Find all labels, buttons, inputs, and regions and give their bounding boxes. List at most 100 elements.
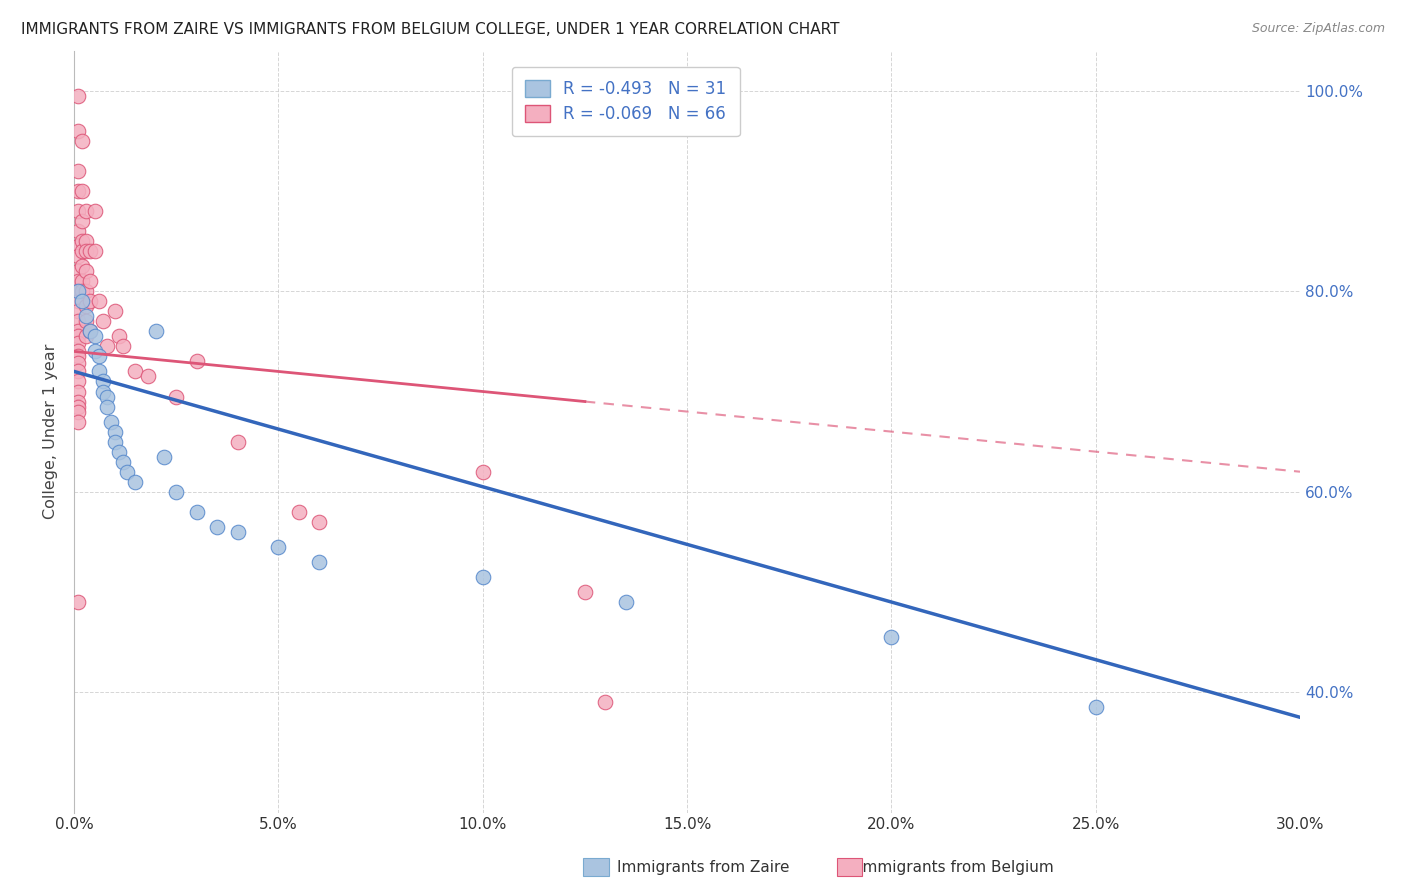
Point xyxy=(67,595,90,609)
Point xyxy=(72,184,94,198)
Point xyxy=(67,350,90,364)
Point xyxy=(87,364,110,378)
Point xyxy=(67,336,90,351)
Text: IMMIGRANTS FROM ZAIRE VS IMMIGRANTS FROM BELGIUM COLLEGE, UNDER 1 YEAR CORRELATI: IMMIGRANTS FROM ZAIRE VS IMMIGRANTS FROM… xyxy=(21,22,839,37)
Point xyxy=(67,285,90,299)
Point xyxy=(67,294,90,309)
Text: Immigrants from Zaire: Immigrants from Zaire xyxy=(617,860,789,874)
Point xyxy=(67,404,90,418)
Point xyxy=(96,339,118,353)
Point xyxy=(186,505,208,519)
Point xyxy=(165,390,187,404)
Point xyxy=(67,239,90,253)
Point xyxy=(91,375,114,389)
Point xyxy=(67,124,90,138)
Point xyxy=(96,390,118,404)
Point xyxy=(67,364,90,378)
Point xyxy=(75,264,97,278)
Point xyxy=(112,339,135,353)
Point xyxy=(75,204,97,219)
Point xyxy=(104,425,127,439)
Point xyxy=(186,354,208,368)
Point xyxy=(288,505,311,519)
Point xyxy=(67,400,90,414)
Point xyxy=(75,299,97,313)
Point xyxy=(308,555,330,569)
Point xyxy=(153,450,176,464)
Point xyxy=(72,259,94,273)
Point xyxy=(108,329,131,343)
Point xyxy=(67,184,90,198)
Point xyxy=(574,585,596,599)
Text: Immigrants from Belgium: Immigrants from Belgium xyxy=(858,860,1054,874)
Point xyxy=(471,570,494,584)
Legend: R = -0.493   N = 31, R = -0.069   N = 66: R = -0.493 N = 31, R = -0.069 N = 66 xyxy=(512,67,740,136)
Point xyxy=(72,134,94,148)
Point xyxy=(67,394,90,409)
Point xyxy=(267,540,290,554)
Point xyxy=(67,224,90,238)
Point xyxy=(67,314,90,328)
Point xyxy=(67,249,90,263)
Point xyxy=(67,88,90,103)
Point xyxy=(595,695,617,709)
Point xyxy=(75,329,97,343)
Point xyxy=(79,274,101,288)
Point xyxy=(67,304,90,318)
Point xyxy=(67,415,90,429)
Point xyxy=(79,324,101,338)
Point xyxy=(72,285,94,299)
Point xyxy=(67,164,90,178)
Point xyxy=(67,285,90,299)
Text: Source: ZipAtlas.com: Source: ZipAtlas.com xyxy=(1251,22,1385,36)
Point xyxy=(75,314,97,328)
Point xyxy=(67,375,90,389)
Point xyxy=(226,434,249,449)
Point xyxy=(308,515,330,529)
Point xyxy=(91,314,114,328)
Point xyxy=(83,344,105,359)
Point xyxy=(67,384,90,399)
Point xyxy=(136,369,159,384)
Point xyxy=(226,524,249,539)
Point xyxy=(87,350,110,364)
Point xyxy=(67,274,90,288)
Point xyxy=(72,214,94,228)
Point xyxy=(67,264,90,278)
Point xyxy=(96,400,118,414)
Point xyxy=(124,475,146,489)
Point xyxy=(112,455,135,469)
Point xyxy=(104,434,127,449)
Point xyxy=(72,234,94,248)
Point xyxy=(83,244,105,259)
Point xyxy=(614,595,637,609)
Point xyxy=(104,304,127,318)
Point xyxy=(205,520,228,534)
Point xyxy=(79,294,101,309)
Point xyxy=(108,444,131,458)
Y-axis label: College, Under 1 year: College, Under 1 year xyxy=(44,344,58,519)
Point xyxy=(880,630,903,644)
Point xyxy=(471,465,494,479)
Point xyxy=(91,384,114,399)
Point xyxy=(67,329,90,343)
Point xyxy=(72,274,94,288)
Point xyxy=(165,484,187,499)
Point xyxy=(83,329,105,343)
Point xyxy=(67,324,90,338)
Point xyxy=(79,244,101,259)
Point xyxy=(124,364,146,378)
Point xyxy=(75,234,97,248)
Point xyxy=(79,324,101,338)
Point xyxy=(75,244,97,259)
Point xyxy=(67,344,90,359)
Point xyxy=(115,465,138,479)
Point xyxy=(100,415,122,429)
Point xyxy=(72,244,94,259)
Point xyxy=(83,204,105,219)
Point xyxy=(1084,700,1107,714)
Point xyxy=(72,294,94,309)
Point xyxy=(67,204,90,219)
Point xyxy=(145,324,167,338)
Point xyxy=(75,285,97,299)
